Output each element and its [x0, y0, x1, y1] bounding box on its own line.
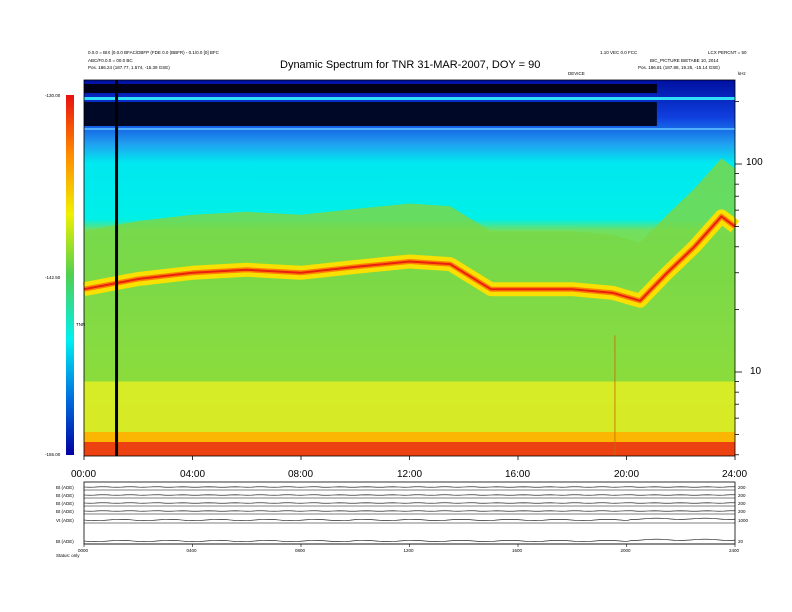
- panel-frame: [83, 481, 736, 545]
- x-axis-ticks: [83, 456, 736, 460]
- panel-label: Bt (ADE): [56, 493, 74, 498]
- right-axis-tick-100: 100: [746, 157, 763, 168]
- right-axis-tick-10: 10: [750, 366, 762, 377]
- striation: [614, 335, 616, 456]
- x-tick-label-0: 00:00: [71, 469, 97, 480]
- device-label: DEVICE: [568, 71, 585, 76]
- colorbar-tick-bottom: -155.00: [45, 452, 61, 457]
- panel-right-tick: 200: [738, 485, 746, 490]
- ridge-core: [83, 215, 736, 302]
- header-right-line2: LCX PERCNT = 50: [708, 50, 747, 55]
- colorbar-tick-top: -130.00: [45, 93, 61, 98]
- x-tick-label-1: 04:00: [180, 469, 206, 480]
- x-tick-label-6: 24:00: [722, 469, 748, 480]
- header-right-line1: 1.10 VEC 0.0 FCC: [600, 50, 638, 55]
- x-tick-label-2: 08:00: [288, 469, 314, 480]
- panel-x-tick-label: 2400: [729, 548, 740, 553]
- end-position: Pos. 186.81 (187.88, 19.25, -15.14 GSE): [638, 65, 720, 70]
- colorbar-label: TNR: [76, 322, 86, 327]
- colorbar-tick-mid: -142.50: [45, 275, 61, 280]
- panel-x-tick-label: 1200: [403, 548, 414, 553]
- panel-label: Bt (ADE): [56, 501, 74, 506]
- panel-x-tick-label: 1600: [512, 548, 523, 553]
- dark-band-lower: [84, 102, 657, 126]
- header-left-line1: 0.0.0 = BIX [0.0.0 BFAC/DBFP (FDE 0.0 (B…: [88, 50, 219, 55]
- panel-right-tick: 200: [738, 501, 746, 506]
- x-tick-label-5: 20:00: [614, 469, 640, 480]
- panel-label: Bt (ADE): [56, 485, 74, 490]
- light-stripe: [84, 128, 735, 130]
- page-title: Dynamic Spectrum for TNR 31-MAR-2007, DO…: [280, 59, 541, 71]
- panel-right-tick: 20: [738, 539, 744, 544]
- panel-right-tick: 1000: [738, 518, 749, 523]
- dark-band-upper: [84, 84, 657, 93]
- panel-trace: [83, 517, 736, 521]
- header-left-line2: ABC/F0.0.0 = 00.0 BC: [88, 58, 133, 63]
- panel-label: Vt (ADE): [56, 518, 74, 523]
- panel-label: Bt (ADE): [56, 509, 74, 514]
- red-region: [84, 442, 735, 456]
- panel-right-tick: 200: [738, 509, 746, 514]
- panel-x-tick-label: 0800: [295, 548, 306, 553]
- cyan-stripe: [84, 97, 735, 100]
- data-gap-line: [115, 80, 119, 456]
- x-tick-label-4: 16:00: [505, 469, 531, 480]
- status-footer: Status: only: [56, 553, 80, 558]
- frequency-unit: kHz: [738, 71, 746, 76]
- panel-x-tick-label: 0000: [78, 548, 89, 553]
- panel-x-tick-label: 0400: [186, 548, 197, 553]
- start-position: Pos. 186.24 (187.77, 1.574, -15.39 GSE): [88, 65, 170, 70]
- panel-x-tick-label: 2000: [620, 548, 631, 553]
- header-right-line3: BIC_PICTURE BIETABE 10, 2014: [650, 58, 719, 63]
- x-tick-label-3: 12:00: [397, 469, 423, 480]
- orange-region: [84, 432, 735, 442]
- colorbar: [66, 95, 74, 455]
- panel-label: Bt (ADE): [56, 539, 74, 544]
- right-axis-ticks: [735, 100, 742, 456]
- housekeeping-panels: [83, 481, 736, 547]
- panel-right-tick: 200: [738, 493, 746, 498]
- panel-trace: [83, 538, 736, 542]
- spectrum-layers: [82, 80, 740, 456]
